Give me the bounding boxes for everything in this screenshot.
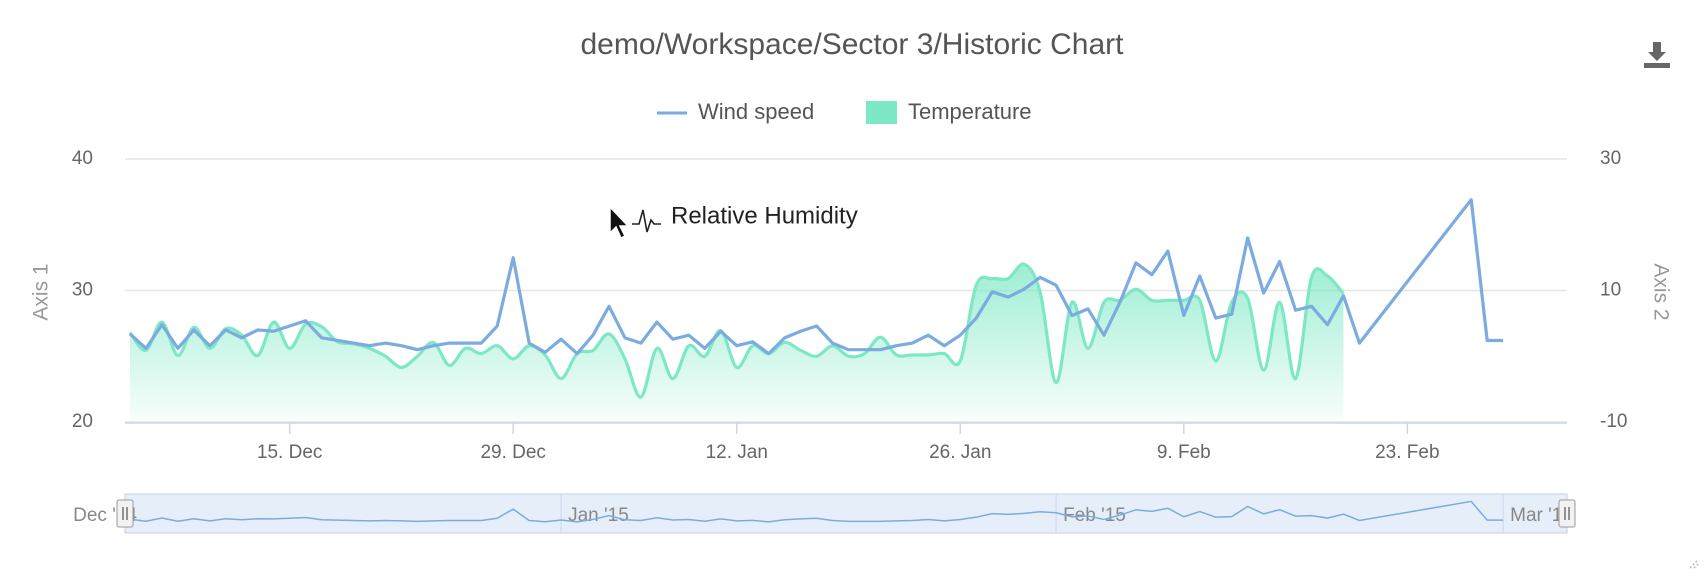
navigator-label: Feb '15 — [1063, 505, 1126, 526]
y2-tick-label: 10 — [1600, 280, 1621, 301]
area — [130, 263, 1344, 422]
handle-body[interactable] — [116, 499, 134, 528]
axes: 20 30 40 -10 10 30 15. Dec 29. Dec 12. Jan 26. Ja… — [72, 148, 1628, 463]
x-tick-label: 9. Feb — [1157, 442, 1211, 463]
series-icon — [632, 209, 661, 233]
chart-title: demo/Workspace/Sector 3/Historic Chart — [581, 28, 1125, 61]
navigator-handle[interactable] — [116, 499, 134, 528]
navigator-label: Jan '15 — [568, 505, 629, 526]
annotation: Relative Humidity — [609, 202, 858, 240]
x-tick-label: 29. Dec — [480, 442, 545, 463]
y-tick-label: 40 — [72, 148, 93, 169]
navigator-series — [129, 500, 1504, 523]
annotation-text: Relative Humidity — [671, 202, 858, 229]
y2-tick-label: -10 — [1600, 411, 1627, 432]
navigator-label: Mar '15 — [1510, 505, 1573, 526]
line — [128, 198, 1504, 356]
navigator-handle[interactable] — [1558, 499, 1576, 528]
legend-label[interactable]: Temperature — [908, 99, 1032, 124]
x-tick-label: 12. Jan — [706, 442, 768, 463]
y2-tick-label: 30 — [1600, 148, 1621, 169]
legend-area-icon — [866, 101, 897, 124]
navigator[interactable]: Dec '14 Jan '15 Feb '15 Mar '15 — [73, 493, 1576, 534]
legend-label[interactable]: Wind speed — [698, 99, 814, 124]
y2-axis-title: Axis 2 — [1649, 263, 1672, 320]
download-button[interactable] — [1642, 40, 1672, 70]
download-arrow — [1648, 42, 1666, 61]
x-tick-label: 23. Feb — [1375, 442, 1439, 463]
y-tick-label: 20 — [72, 411, 93, 432]
plot-area — [128, 198, 1504, 422]
y-axis-title: Axis 1 — [30, 263, 53, 320]
grip[interactable] — [1689, 559, 1699, 569]
x-tick-label: 26. Jan — [929, 442, 991, 463]
download-bar — [1644, 63, 1670, 68]
handle-body[interactable] — [1558, 499, 1576, 528]
legend: Wind speed Temperature — [657, 99, 1032, 124]
cursor — [609, 205, 630, 240]
y-tick-label: 30 — [72, 280, 93, 301]
x-tick-label: 15. Dec — [257, 442, 322, 463]
resize-grip[interactable] — [1689, 559, 1699, 569]
navigator-mask[interactable] — [124, 493, 1568, 534]
